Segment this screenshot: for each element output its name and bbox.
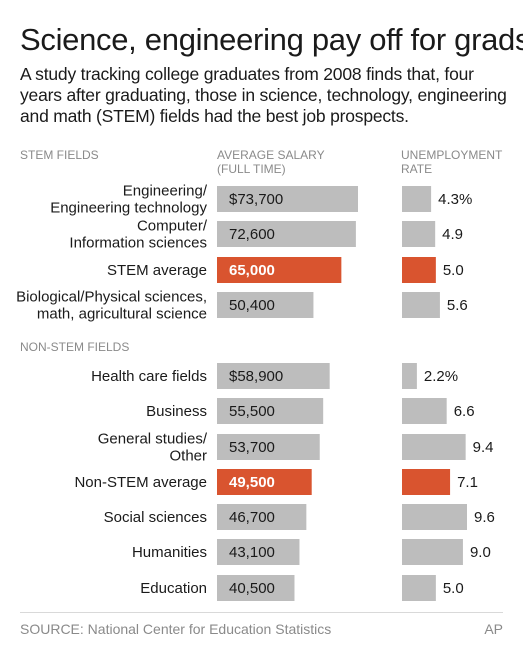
salary-bar-humanities <box>217 539 300 565</box>
chart-subtitle: A study tracking college graduates from … <box>20 64 507 126</box>
salary-bar-health-care-fields <box>217 363 330 389</box>
salary-label-social-sciences: 46,700 <box>229 509 275 526</box>
row-label-biological-physical-sciences-math-agricultural-science-1: math, agricultural science <box>37 306 207 323</box>
salary-bar-education <box>217 575 295 601</box>
unemployment-bar-business <box>402 398 447 424</box>
source-note: SOURCE: National Center for Education St… <box>20 621 332 637</box>
unemployment-label-general-studies-other: 9.4 <box>473 439 494 456</box>
unemployment-header-line2: RATE <box>401 162 433 176</box>
row-label-stem-average-0: STEM average <box>107 262 207 279</box>
row-label-education-0: Education <box>140 580 207 597</box>
unemployment-label-stem-average: 5.0 <box>443 262 464 279</box>
salary-bar-general-studies-other <box>217 434 320 460</box>
salary-label-general-studies-other: 53,700 <box>229 439 275 456</box>
salary-label-humanities: 43,100 <box>229 544 275 561</box>
row-label-biological-physical-sciences-math-agricultural-science-0: Biological/Physical sciences, <box>16 289 207 306</box>
unemployment-label-non-stem-average: 7.1 <box>457 474 478 491</box>
unemployment-label-humanities: 9.0 <box>470 544 491 561</box>
row-label-general-studies-other-1: Other <box>169 448 207 465</box>
salary-label-health-care-fields: $58,900 <box>229 368 283 385</box>
unemployment-bar-social-sciences <box>402 504 467 530</box>
row-label-business-0: Business <box>146 403 207 420</box>
row-label-health-care-fields-0: Health care fields <box>91 368 207 385</box>
salary-bar-social-sciences <box>217 504 307 530</box>
salary-label-non-stem-average: 49,500 <box>229 474 275 491</box>
row-label-humanities-0: Humanities <box>132 544 207 561</box>
salary-label-stem-average: 65,000 <box>229 262 275 279</box>
non-stem-fields-header: NON-STEM FIELDS <box>20 340 130 354</box>
row-label-computer-information-sciences-0: Computer/ <box>137 218 208 235</box>
unemployment-bar-stem-average <box>402 257 436 283</box>
salary-bar-engineering-engineering-technology <box>217 186 358 212</box>
salary-header-line1: AVERAGE SALARY <box>217 148 325 162</box>
row-label-social-sciences-0: Social sciences <box>104 509 207 526</box>
unemployment-bar-general-studies-other <box>402 434 466 460</box>
unemployment-label-social-sciences: 9.6 <box>474 509 495 526</box>
unemployment-bar-humanities <box>402 539 463 565</box>
unemployment-bar-biological-physical-sciences-math-agricultural-science <box>402 292 440 318</box>
chart-title: Science, engineering pay off for grads <box>20 22 523 57</box>
credit-label: AP <box>484 621 503 637</box>
row-label-engineering-engineering-technology-1: Engineering technology <box>50 200 207 217</box>
unemployment-label-biological-physical-sciences-math-agricultural-science: 5.6 <box>447 297 468 314</box>
row-label-non-stem-average-0: Non-STEM average <box>74 474 207 491</box>
unemployment-label-education: 5.0 <box>443 580 464 597</box>
unemployment-bar-engineering-engineering-technology <box>402 186 432 212</box>
unemployment-label-health-care-fields: 2.2% <box>424 368 458 385</box>
unemployment-label-computer-information-sciences: 4.9 <box>442 226 463 243</box>
row-label-engineering-engineering-technology-0: Engineering/ <box>123 183 208 200</box>
salary-label-biological-physical-sciences-math-agricultural-science: 50,400 <box>229 297 275 314</box>
unemployment-bar-health-care-fields <box>402 363 417 389</box>
salary-bar-stem-average <box>217 257 342 283</box>
salary-bar-computer-information-sciences <box>217 221 356 247</box>
unemployment-bar-computer-information-sciences <box>402 221 436 247</box>
salary-bar-business <box>217 398 324 424</box>
salary-label-education: 40,500 <box>229 580 275 597</box>
row-label-computer-information-sciences-1: Information sciences <box>69 235 207 252</box>
salary-bar-non-stem-average <box>217 469 312 495</box>
salary-label-computer-information-sciences: 72,600 <box>229 226 275 243</box>
salary-header-line2: (FULL TIME) <box>217 162 286 176</box>
salary-bar-biological-physical-sciences-math-agricultural-science <box>217 292 314 318</box>
unemployment-bar-education <box>402 575 436 601</box>
unemployment-label-engineering-engineering-technology: 4.3% <box>438 191 472 208</box>
salary-label-business: 55,500 <box>229 403 275 420</box>
row-label-general-studies-other-0: General studies/ <box>98 431 208 448</box>
stem-fields-header: STEM FIELDS <box>20 148 99 162</box>
unemployment-bar-non-stem-average <box>402 469 451 495</box>
unemployment-header-line1: UNEMPLOYMENT <box>401 148 503 162</box>
salary-label-engineering-engineering-technology: $73,700 <box>229 191 283 208</box>
footer-divider <box>20 612 503 613</box>
unemployment-label-business: 6.6 <box>454 403 475 420</box>
